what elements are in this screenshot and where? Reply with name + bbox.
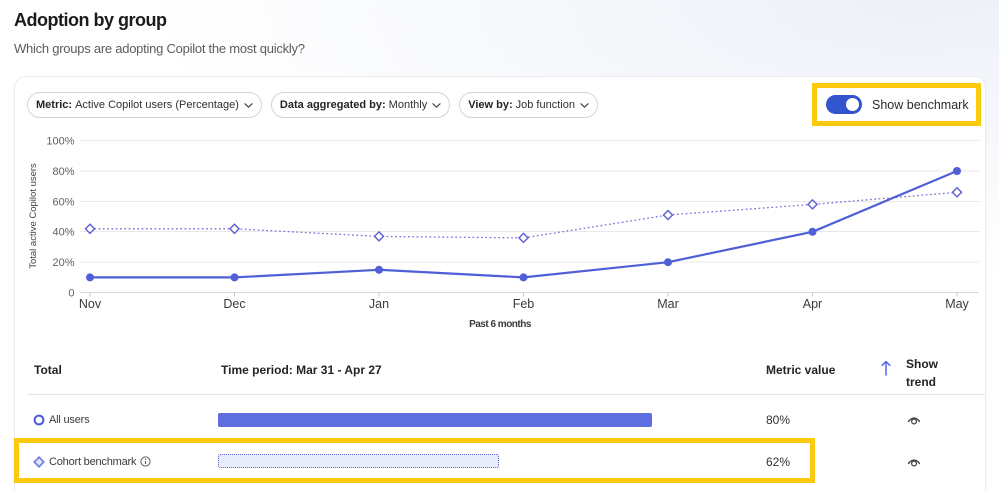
svg-text:Total active Copilot users: Total active Copilot users [28, 163, 39, 269]
svg-text:Nov: Nov [79, 297, 102, 311]
svg-text:Jan: Jan [369, 297, 389, 311]
svg-text:20%: 20% [52, 257, 74, 269]
svg-text:0: 0 [68, 288, 74, 300]
svg-text:May: May [945, 297, 969, 311]
svg-text:Dec: Dec [223, 297, 245, 311]
svg-text:Mar: Mar [657, 297, 679, 311]
svg-text:Past 6 months: Past 6 months [469, 319, 532, 330]
svg-text:Apr: Apr [803, 297, 822, 311]
svg-text:Feb: Feb [513, 297, 535, 311]
svg-text:80%: 80% [52, 166, 74, 178]
svg-text:100%: 100% [46, 136, 74, 148]
svg-text:40%: 40% [52, 227, 74, 239]
svg-text:60%: 60% [52, 197, 74, 209]
